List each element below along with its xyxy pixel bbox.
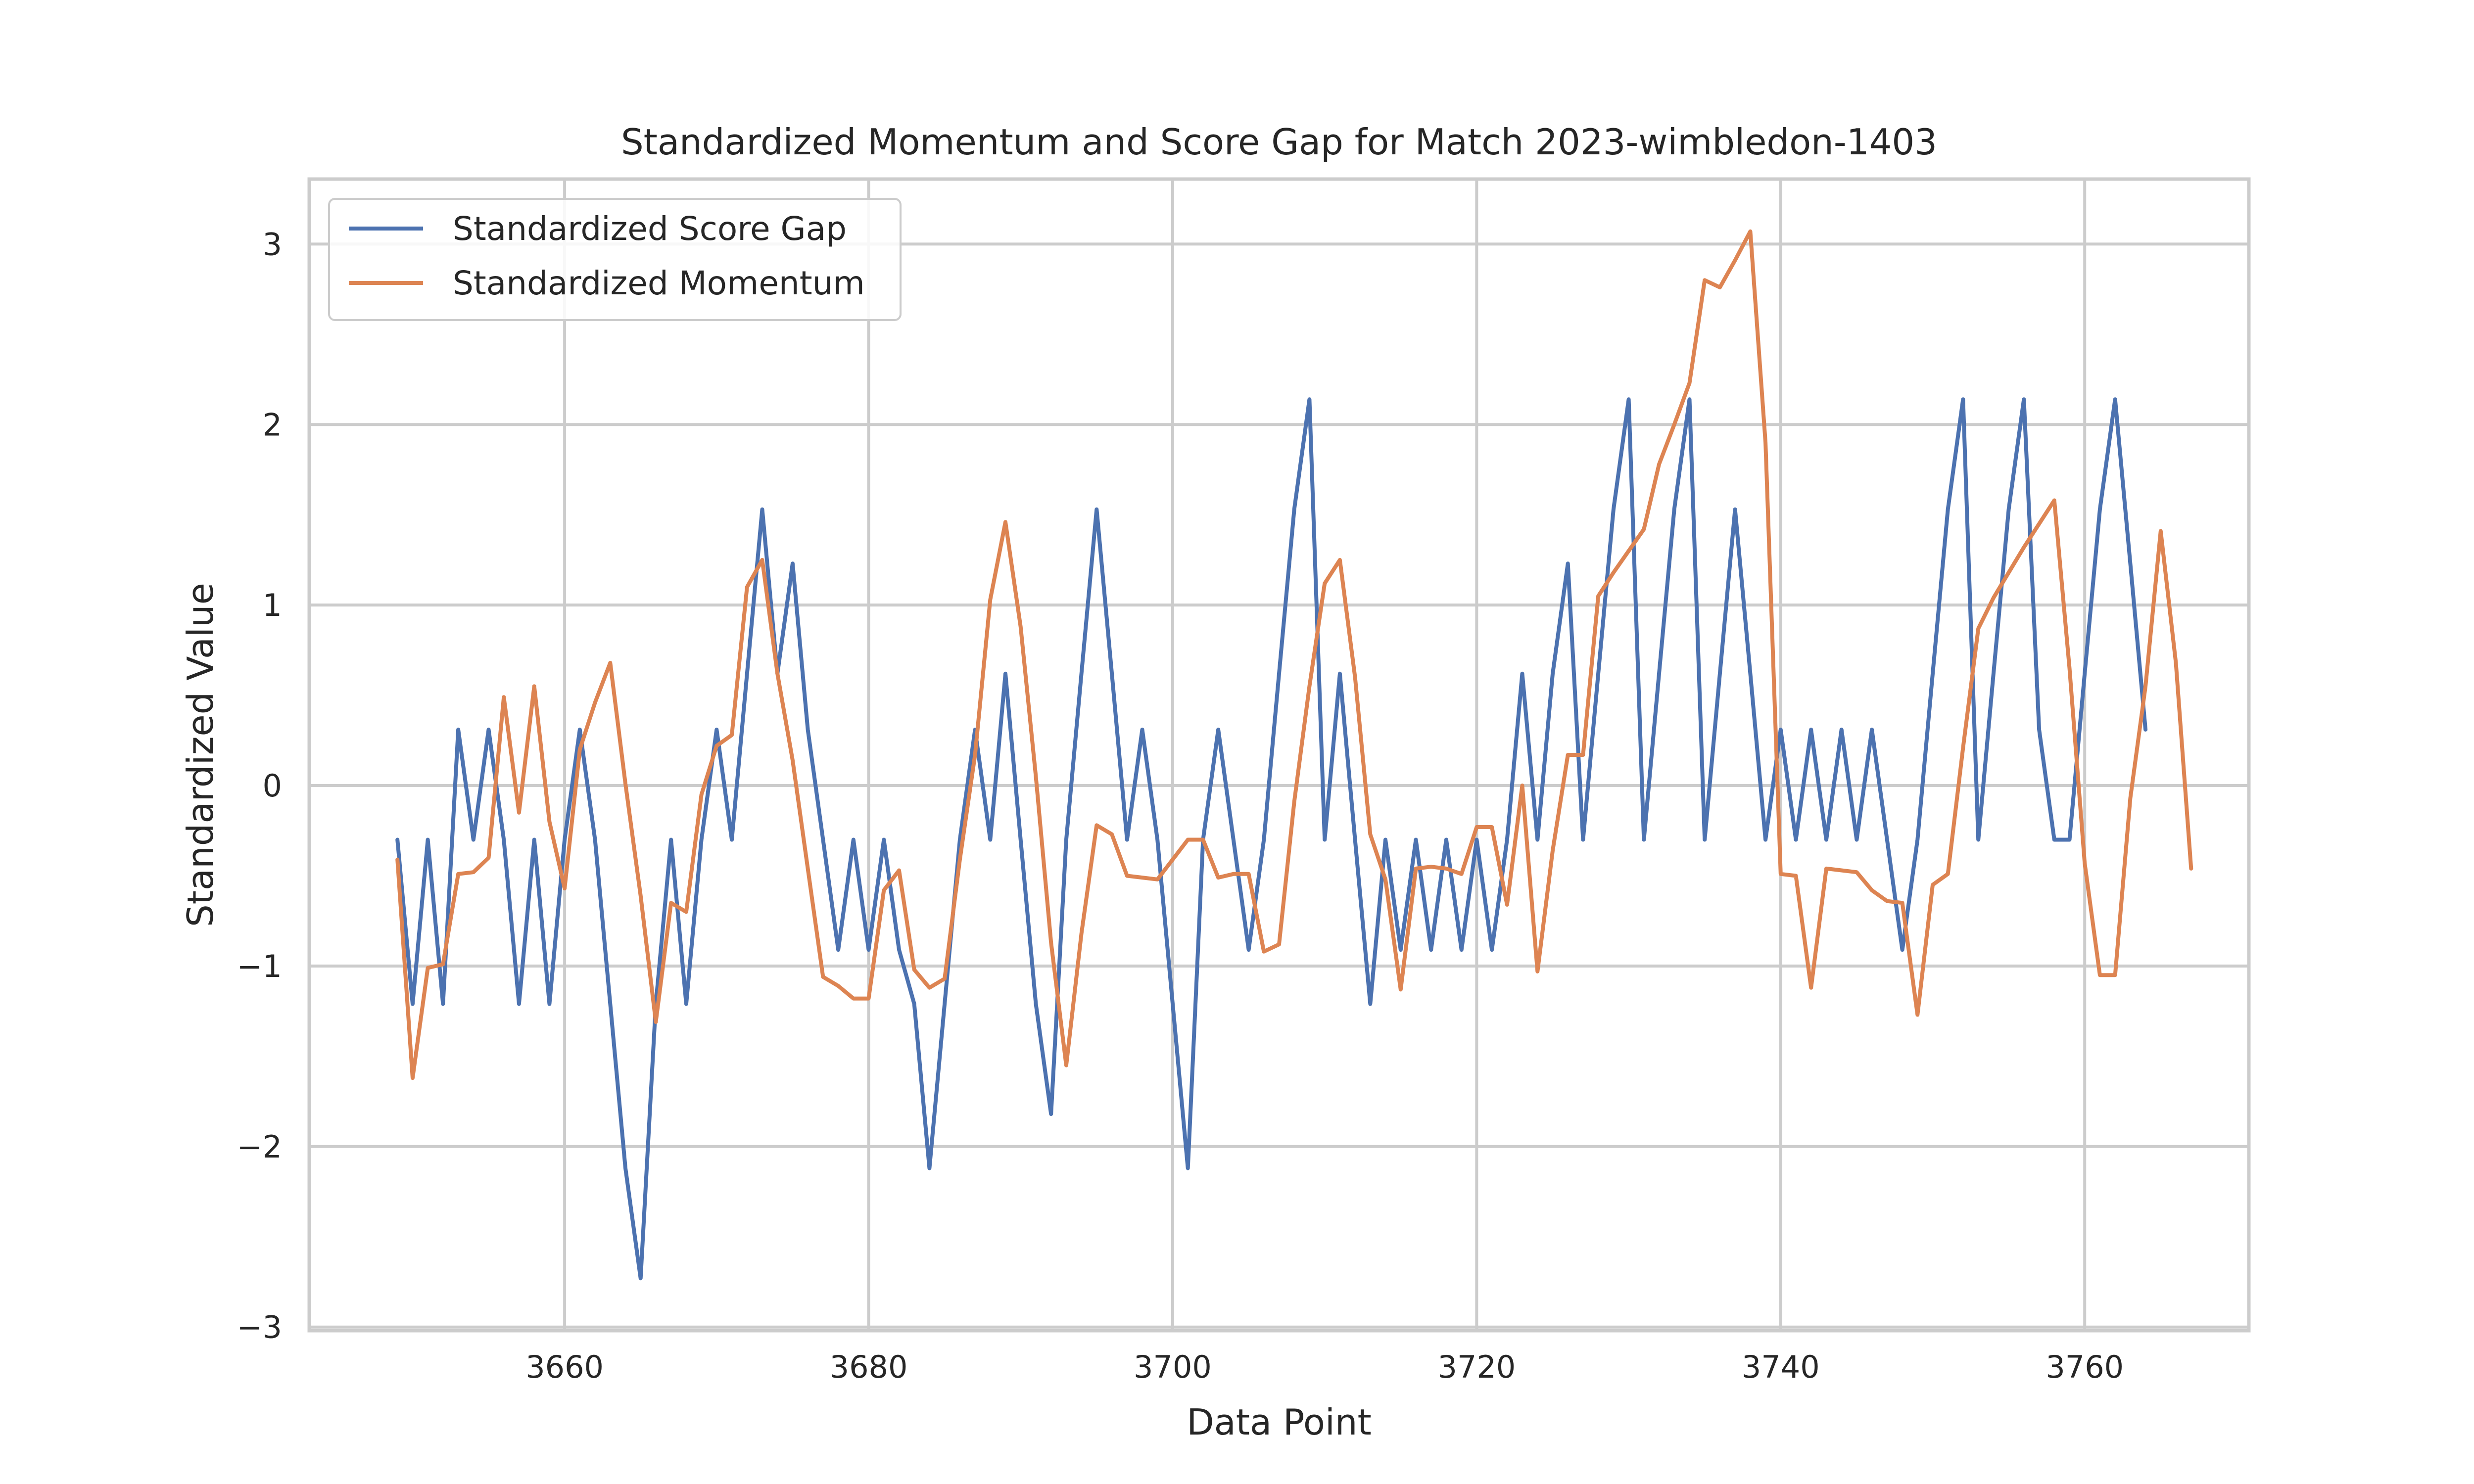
y-tick-label: 3 — [263, 226, 282, 262]
x-tick-label: 3720 — [1437, 1349, 1516, 1385]
x-tick-label: 3660 — [525, 1349, 604, 1385]
legend-label-score-gap: Standardized Score Gap — [453, 210, 847, 248]
legend-label-momentum: Standardized Momentum — [453, 264, 865, 302]
grid-lines — [309, 179, 2249, 1331]
y-tick-label: 1 — [263, 587, 282, 623]
tick-labels: 3660 3680 3700 3720 3740 3760 −3 −2 −1 0 1 2 3 — [237, 226, 2124, 1385]
chart-title: Standardized Momentum and Score Gap for … — [621, 121, 1937, 163]
legend: Standardized Score Gap Standardized Mome… — [328, 198, 902, 321]
y-axis-label: Standardized Value — [180, 583, 221, 927]
x-tick-label: 3740 — [1742, 1349, 1820, 1385]
y-tick-label: −1 — [237, 948, 282, 984]
series-line-momentum — [395, 229, 2193, 1080]
series-lines — [395, 229, 2193, 1281]
series-line-score-gap — [395, 397, 2148, 1281]
y-tick-label: 2 — [263, 407, 282, 443]
legend-box — [328, 198, 902, 321]
x-tick-label: 3680 — [830, 1349, 908, 1385]
y-tick-label: −2 — [237, 1129, 282, 1165]
plot-frame — [307, 177, 2251, 1333]
y-tick-label: −3 — [237, 1309, 282, 1345]
x-tick-label: 3700 — [1134, 1349, 1212, 1385]
y-tick-label: 0 — [263, 768, 282, 804]
x-axis-label: Data Point — [1187, 1401, 1372, 1443]
x-tick-label: 3760 — [2046, 1349, 2124, 1385]
